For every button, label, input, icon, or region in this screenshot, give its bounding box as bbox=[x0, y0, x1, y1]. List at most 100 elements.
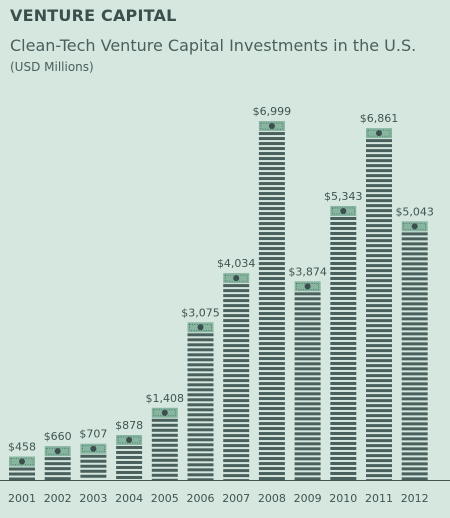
bar-stripe bbox=[258, 287, 285, 291]
bar-stripe bbox=[366, 414, 392, 418]
bar-stripe bbox=[258, 167, 285, 171]
bar-stripe bbox=[80, 474, 107, 478]
bar-stripe bbox=[330, 456, 357, 460]
bar-stripe bbox=[294, 292, 321, 296]
bar-stripe bbox=[223, 454, 250, 458]
bar-stripe bbox=[401, 297, 428, 301]
bar-stripe bbox=[294, 342, 321, 346]
bar-stripe bbox=[294, 357, 321, 361]
bar-2002 bbox=[44, 446, 71, 480]
bar-stripe bbox=[258, 412, 285, 416]
bar-stripe bbox=[258, 257, 285, 261]
bar-stripe bbox=[258, 372, 285, 376]
bar-stripe bbox=[294, 457, 321, 461]
bar-stripe bbox=[258, 382, 285, 386]
bar-stripe bbox=[401, 287, 428, 291]
bar-stripe bbox=[401, 377, 428, 381]
bar-stripe bbox=[187, 338, 214, 342]
bar-stripe bbox=[258, 362, 285, 366]
bar-stripe bbox=[401, 412, 428, 416]
bar-stripe bbox=[330, 426, 357, 430]
coin-icon bbox=[90, 445, 97, 452]
bar-stripe bbox=[366, 319, 392, 323]
value-label: $3,874 bbox=[288, 265, 327, 278]
bar-stripe bbox=[258, 172, 285, 176]
bar-stripe bbox=[401, 357, 428, 361]
x-tick-label: 2009 bbox=[294, 492, 322, 505]
bar-stripe bbox=[223, 434, 250, 438]
bar-stripe bbox=[258, 217, 285, 221]
bar-stripe bbox=[401, 467, 428, 471]
bar-stripe bbox=[44, 457, 71, 461]
bar-stripe bbox=[187, 428, 214, 432]
bar-stripe bbox=[366, 299, 392, 303]
bar-stripe bbox=[187, 388, 214, 392]
bar-2012 bbox=[401, 221, 428, 480]
bar-stripe bbox=[44, 472, 71, 476]
bar-stripe bbox=[223, 414, 250, 418]
value-label: $878 bbox=[115, 419, 143, 432]
bar-stripe bbox=[294, 417, 321, 421]
bar-stripe bbox=[330, 271, 357, 275]
bar-stripe bbox=[330, 236, 357, 240]
bar-stripe bbox=[330, 416, 357, 420]
bar-stripe bbox=[258, 427, 285, 431]
bar-stripe bbox=[258, 182, 285, 186]
bar-stripe bbox=[294, 452, 321, 456]
bar-stripe bbox=[223, 419, 250, 423]
bar-stripe bbox=[294, 307, 321, 311]
bar-stripe bbox=[258, 457, 285, 461]
bar-stripe bbox=[187, 478, 214, 480]
bar-stripe bbox=[330, 251, 357, 255]
bar-stripe bbox=[258, 447, 285, 451]
bar-stripe bbox=[187, 468, 214, 472]
bar-stripe bbox=[294, 377, 321, 381]
bar-stripe bbox=[330, 371, 357, 375]
bar-stripe bbox=[294, 387, 321, 391]
bar-stripe bbox=[116, 470, 143, 474]
bar-stripe bbox=[401, 372, 428, 376]
bar-stripe bbox=[366, 139, 392, 143]
bar-stripe bbox=[401, 407, 428, 411]
bar-2006 bbox=[187, 322, 214, 480]
value-label: $5,043 bbox=[395, 205, 434, 218]
bar-stripe bbox=[258, 187, 285, 191]
bar-stripe bbox=[294, 407, 321, 411]
bar-stripe bbox=[258, 347, 285, 351]
bar-stripe bbox=[330, 446, 357, 450]
value-label: $6,999 bbox=[253, 105, 292, 118]
coin-icon bbox=[268, 123, 275, 130]
bar-stripe bbox=[330, 436, 357, 440]
bar-stripe bbox=[187, 368, 214, 372]
bar-stripe bbox=[401, 392, 428, 396]
value-label: $5,343 bbox=[324, 190, 363, 203]
bar-stripe bbox=[366, 399, 392, 403]
bar-stripe bbox=[366, 179, 392, 183]
bar-stripe bbox=[401, 262, 428, 266]
bar-stripe bbox=[401, 307, 428, 311]
bar-stripe bbox=[294, 447, 321, 451]
bar-stripe bbox=[401, 472, 428, 476]
bar-stripe bbox=[44, 462, 71, 466]
bar-stripe bbox=[258, 452, 285, 456]
bar-stripe bbox=[366, 434, 392, 438]
bar-stripe bbox=[151, 443, 178, 447]
bar-stripe bbox=[366, 359, 392, 363]
bar-stripe bbox=[294, 317, 321, 321]
bar-stripe bbox=[366, 274, 392, 278]
bar-2003 bbox=[80, 443, 107, 478]
bar-stripe bbox=[258, 467, 285, 471]
bar-stripe bbox=[366, 154, 392, 158]
bar-stripe bbox=[366, 469, 392, 473]
bar-stripe bbox=[401, 397, 428, 401]
bar-stripe bbox=[116, 455, 143, 459]
bar-stripe bbox=[294, 402, 321, 406]
bar-stripe bbox=[401, 302, 428, 306]
bar-2005 bbox=[151, 407, 178, 480]
bar-stripe bbox=[223, 289, 250, 293]
bar-stripe bbox=[401, 282, 428, 286]
bar-stripe bbox=[366, 244, 392, 248]
bar-stripe bbox=[330, 356, 357, 360]
bar-stripe bbox=[294, 302, 321, 306]
bar-stripe bbox=[366, 284, 392, 288]
